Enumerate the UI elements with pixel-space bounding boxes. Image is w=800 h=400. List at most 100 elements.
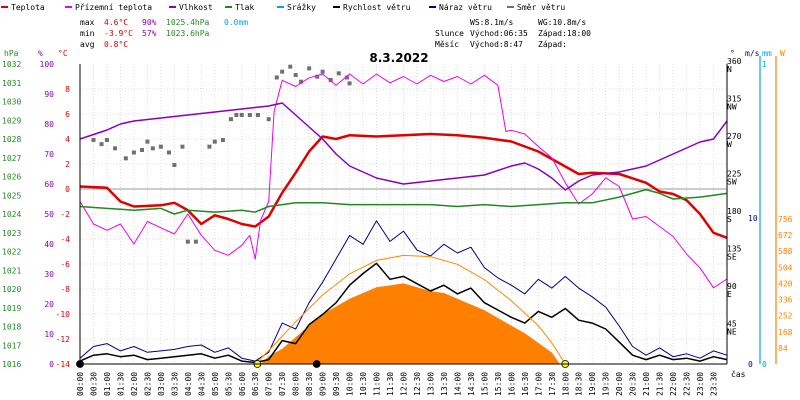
x-tick: 19:00 [588, 372, 597, 396]
stats-max-rain: 0.0mm [224, 18, 248, 27]
x-tick: 14:30 [467, 372, 476, 396]
x-tick: 16:00 [507, 372, 516, 396]
x-tick: 23:00 [696, 372, 705, 396]
wind-direction-point [234, 113, 239, 117]
pressure-tick: 1030 [2, 98, 21, 107]
wind-direction-point [193, 239, 198, 244]
x-tick: 03:00 [157, 372, 166, 396]
solar-tick: 252 [778, 312, 793, 321]
x-tick: 01:30 [116, 372, 125, 396]
humidity-tick: 70 [44, 150, 54, 159]
x-tick: 12:00 [400, 372, 409, 396]
x-tick: 18:00 [561, 372, 570, 396]
humidity-tick: 50 [44, 210, 54, 219]
pressure-unit: hPa [4, 49, 19, 58]
x-tick: 11:00 [373, 372, 382, 396]
x-tick: 11:30 [386, 372, 395, 396]
wind-direction-point [207, 144, 212, 149]
wind-direction-point [131, 150, 136, 155]
legend-label: Teplota [11, 3, 45, 12]
wind-direction-point [158, 144, 163, 149]
stats-block: max 4.6°C 90% 1025.4hPa 0.0mm min -3.9°C… [80, 18, 248, 49]
direction-tick-label: E [727, 290, 732, 299]
pressure-tick: 1032 [2, 60, 21, 69]
humidity-tick: 10 [44, 330, 54, 339]
sun-moon-block: WS:8.1m/s WG:10.8m/s Slunce Východ:06:35… [435, 18, 591, 49]
x-tick: 17:30 [548, 372, 557, 396]
series-n-raz-v-tru [79, 220, 728, 362]
pressure-tick: 1017 [2, 341, 21, 350]
solar-tick: 420 [778, 279, 793, 288]
direction-tick: 270 [727, 132, 742, 141]
temperature-tick: 8 [65, 85, 70, 94]
pressure-tick: 1029 [2, 116, 21, 125]
axes: hPa1016101710181019102010211022102310241… [2, 49, 793, 396]
solar-tick: 756 [778, 215, 793, 224]
x-tick: 10:30 [359, 372, 368, 396]
x-tick: 00:00 [76, 372, 85, 396]
legend-label: Přízemní teplota [75, 3, 152, 12]
sun-set: Západ:18:00 [538, 29, 591, 38]
stats-max-hum: 90% [142, 18, 157, 27]
temperature-tick: 6 [65, 110, 70, 119]
wind-direction-point [145, 139, 150, 144]
sun-label: Slunce [435, 29, 464, 38]
x-tick: 22:00 [669, 372, 678, 396]
direction-tick-label: NW [727, 103, 737, 112]
x-tick: 22:30 [683, 372, 692, 396]
solar-tick: 504 [778, 263, 793, 272]
x-axis-label: čas [731, 369, 746, 379]
rain-tick: 1 [762, 60, 767, 69]
humidity-tick: 40 [44, 240, 54, 249]
pressure-tick: 1025 [2, 191, 21, 200]
x-tick: 15:00 [480, 372, 489, 396]
x-tick: 03:30 [170, 372, 179, 396]
rain-unit: mm [762, 49, 772, 58]
temperature-unit: °C [58, 49, 68, 58]
direction-tick: 225 [727, 170, 742, 179]
moon-rise: Východ:8:47 [470, 40, 523, 49]
direction-tick: 180 [727, 207, 742, 216]
x-tick: 07:00 [265, 372, 274, 396]
pressure-tick: 1022 [2, 248, 21, 257]
humidity-tick: 0 [49, 360, 54, 369]
wind-direction-point [336, 71, 341, 76]
pressure-tick: 1031 [2, 79, 21, 88]
x-tick: 17:00 [534, 372, 543, 396]
wind-direction-point [228, 117, 233, 122]
solar-unit: W [780, 49, 785, 58]
moon-set: Západ: [538, 40, 567, 49]
x-tick: 02:00 [130, 372, 139, 396]
wind-direction-point [123, 156, 128, 161]
x-tick: 13:30 [440, 372, 449, 396]
wind-tick: 0 [748, 360, 753, 369]
wind-direction-point [172, 163, 177, 167]
wind-direction-point [315, 74, 320, 79]
stats-avg-label: avg [80, 40, 95, 49]
stats-min-hum: 57% [142, 29, 157, 38]
pressure-tick: 1026 [2, 173, 21, 182]
wind-direction-point [247, 113, 252, 117]
x-tick: 09:30 [332, 372, 341, 396]
temperature-tick: -12 [56, 335, 71, 344]
x-tick: 13:00 [426, 372, 435, 396]
wind-direction-point [344, 75, 349, 80]
pressure-tick: 1018 [2, 323, 21, 332]
wind-direction-point [293, 73, 298, 77]
direction-tick-label: W [727, 140, 732, 149]
direction-tick-label: S [727, 215, 732, 224]
wind-direction-point [347, 81, 352, 86]
legend-label: Srážky [287, 3, 316, 12]
x-tick: 06:00 [238, 372, 247, 396]
series-tlak [79, 188, 728, 215]
x-tick: 23:30 [710, 372, 719, 396]
temperature-tick: -14 [56, 360, 71, 369]
pressure-tick: 1019 [2, 304, 21, 313]
solar-area [260, 283, 560, 364]
wind-direction-point [320, 69, 325, 74]
direction-unit: ° [730, 49, 735, 58]
temperature-tick: -10 [56, 310, 71, 319]
legend-label: Rychlost větru [343, 3, 411, 12]
series-vlhkost [79, 102, 728, 191]
stats-max-temp: 4.6°C [104, 18, 128, 27]
